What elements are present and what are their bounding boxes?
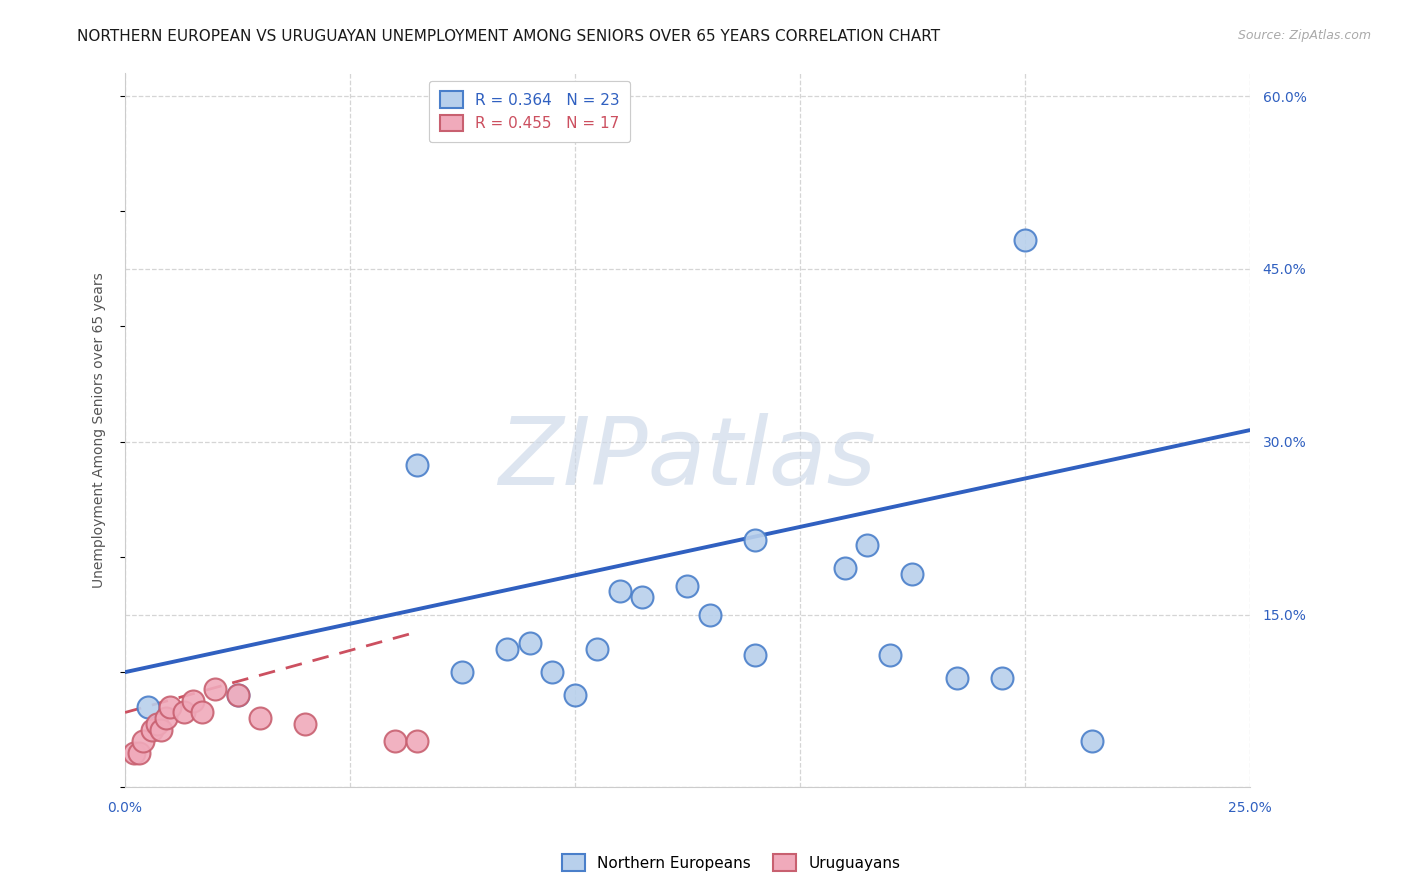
Text: ZIPatlas: ZIPatlas <box>498 413 876 504</box>
Point <box>204 682 226 697</box>
Point <box>744 533 766 547</box>
Legend: R = 0.364   N = 23, R = 0.455   N = 17: R = 0.364 N = 23, R = 0.455 N = 17 <box>429 80 630 142</box>
Point <box>1081 734 1104 748</box>
Point <box>946 671 969 685</box>
Point <box>128 746 150 760</box>
Point <box>744 648 766 662</box>
Point <box>136 699 159 714</box>
Point <box>631 591 654 605</box>
Point <box>496 642 519 657</box>
Point <box>384 734 406 748</box>
Point <box>676 579 699 593</box>
Point <box>226 688 249 702</box>
Point <box>122 746 145 760</box>
Point <box>1014 233 1036 247</box>
Legend: Northern Europeans, Uruguayans: Northern Europeans, Uruguayans <box>555 848 907 877</box>
Point <box>991 671 1014 685</box>
Point <box>294 717 316 731</box>
Point <box>190 706 212 720</box>
Point <box>609 584 631 599</box>
Point <box>519 636 541 650</box>
Point <box>564 688 586 702</box>
Point <box>150 723 173 737</box>
Point <box>699 607 721 622</box>
Text: NORTHERN EUROPEAN VS URUGUAYAN UNEMPLOYMENT AMONG SENIORS OVER 65 YEARS CORRELAT: NORTHERN EUROPEAN VS URUGUAYAN UNEMPLOYM… <box>77 29 941 44</box>
Point <box>586 642 609 657</box>
Point <box>145 717 167 731</box>
Point <box>856 538 879 552</box>
Point <box>451 665 474 680</box>
Point <box>181 694 204 708</box>
Point <box>901 567 924 582</box>
Point <box>834 561 856 575</box>
Point <box>141 723 163 737</box>
Text: Source: ZipAtlas.com: Source: ZipAtlas.com <box>1237 29 1371 42</box>
Y-axis label: Unemployment Among Seniors over 65 years: Unemployment Among Seniors over 65 years <box>93 272 107 588</box>
Point <box>879 648 901 662</box>
Point <box>249 711 271 725</box>
Point <box>173 706 195 720</box>
Point <box>406 734 429 748</box>
Point <box>226 688 249 702</box>
Point <box>132 734 155 748</box>
Point <box>541 665 564 680</box>
Point <box>406 458 429 472</box>
Point <box>159 699 181 714</box>
Point <box>155 711 177 725</box>
